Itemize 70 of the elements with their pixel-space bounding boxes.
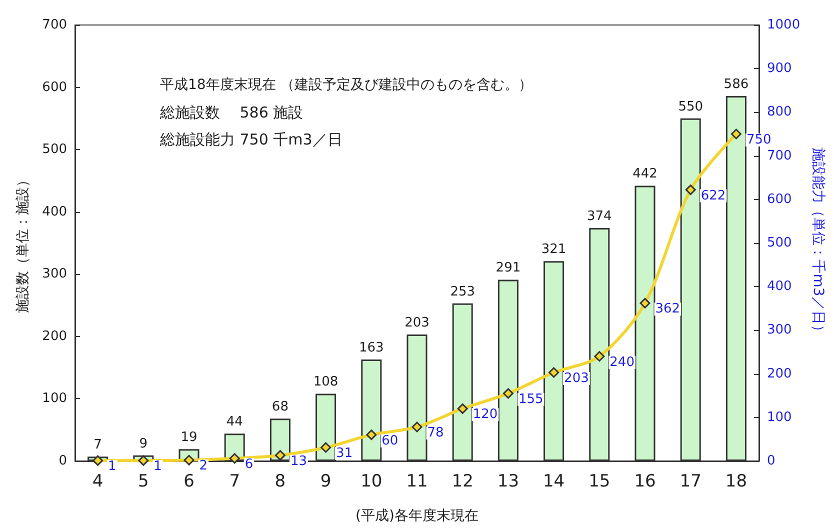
y-axis-title: 施設数（単位：施設） [15,173,31,313]
y2-axis-title: 施設能力（単位：千m3／日） [810,148,826,338]
x-tick-label: 12 [452,472,474,492]
y-tick-label: 0 [58,454,67,468]
x-tick-label: 8 [274,472,286,492]
y-tick-label: 200 [42,328,67,344]
annotation: 総施設数 586 施設 [159,104,304,122]
x-tick-label: 6 [184,472,194,492]
y2-tick-label: 100 [767,410,792,425]
y2-tick-label: 400 [767,279,792,294]
x-tick-label: 9 [320,472,332,492]
x-tick-label: 16 [634,472,656,492]
data-label: 78 [427,425,444,440]
y-tick-label: 400 [42,204,67,220]
x-tick-label: 18 [725,472,748,492]
y2-tick-label: 700 [767,148,792,164]
data-label: 163 [358,340,384,356]
x-tick-label: 13 [497,472,520,492]
y2-tick-label: 1000 [767,18,800,32]
data-label: 203 [564,370,589,386]
y-tick-label: 700 [42,18,67,32]
data-label: 6 [244,456,254,472]
y2-tick-label: 900 [767,61,792,76]
y-tick-label: 100 [42,391,67,406]
x-tick-label: 15 [588,472,610,492]
y-tick-label: 600 [42,80,67,95]
data-label: 19 [180,430,198,446]
y2-tick-label: 800 [767,104,792,120]
data-label: 550 [678,99,704,114]
x-tick-label: 7 [229,472,240,492]
data-label: 108 [313,374,338,390]
data-label: 253 [450,284,476,300]
data-label: 750 [746,132,772,148]
x-tick-label: 11 [406,472,428,492]
data-label: 9 [139,436,148,452]
data-label: 44 [226,414,243,430]
data-label: 7 [94,438,102,453]
y2-tick-label: 500 [767,236,792,250]
x-axis-title: (平成)各年度末現在 [356,508,478,524]
data-label: 155 [518,392,544,407]
y2-tick-label: 0 [767,454,776,468]
y-tick-label: 300 [42,266,67,282]
data-label: 321 [541,242,566,258]
x-tick-label: 5 [138,472,149,492]
y2-tick-label: 300 [767,322,792,338]
data-label: 1 [154,459,162,474]
data-label: 240 [610,354,634,370]
y-tick-label: 500 [42,142,67,158]
data-label: 442 [632,166,658,182]
x-tick-label: 4 [92,472,104,492]
data-label: 291 [496,260,521,276]
data-label: 2 [199,458,208,474]
x-tick-label: 10 [360,472,382,492]
data-label: 13 [290,454,307,469]
data-label: 586 [724,77,749,92]
data-label: 1 [108,459,116,474]
data-label: 60 [382,433,398,448]
y2-tick-label: 200 [767,366,792,382]
data-label: 622 [700,188,726,204]
annotation: 総施設能力 750 千m3／日 [159,130,342,148]
data-label: 68 [272,400,288,415]
x-tick-label: 14 [542,472,565,492]
y2-tick-label: 600 [767,192,792,207]
data-label: 120 [472,407,498,422]
x-tick-label: 17 [680,472,702,492]
annotation: 平成18年度末現在 （建設予定及び建設中のものを含む。） [160,77,532,93]
data-label: 203 [404,316,430,331]
data-label: 31 [336,446,353,461]
data-label: 374 [586,209,612,224]
data-label: 362 [655,302,680,317]
